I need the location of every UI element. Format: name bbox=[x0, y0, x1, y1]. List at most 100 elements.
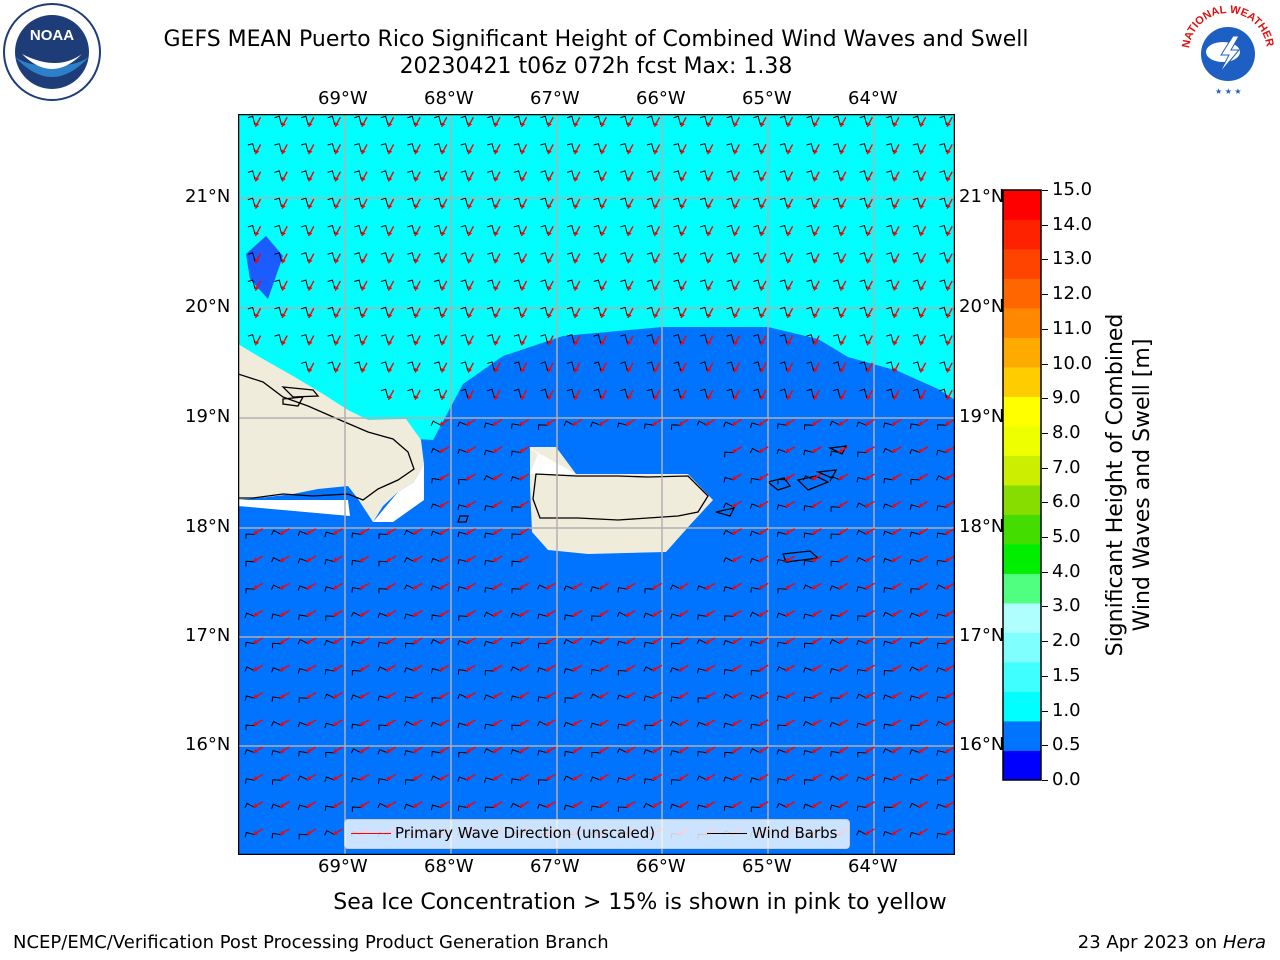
wind-barb bbox=[939, 197, 948, 208]
wind-barb bbox=[832, 197, 841, 208]
wave-arrow bbox=[811, 664, 822, 672]
wind-barb bbox=[563, 420, 575, 426]
wind-barb bbox=[723, 557, 735, 563]
wave-arrow bbox=[813, 280, 820, 291]
wave-arrow bbox=[465, 473, 476, 481]
wind-barb bbox=[433, 142, 442, 153]
wave-arrow bbox=[573, 280, 581, 291]
wave-arrow bbox=[492, 473, 503, 481]
wind-barb bbox=[749, 611, 761, 618]
wave-arrow bbox=[573, 307, 581, 319]
wave-arrow bbox=[811, 610, 822, 617]
wind-barb bbox=[300, 252, 309, 262]
wave-arrow bbox=[281, 280, 288, 291]
wind-barb bbox=[829, 668, 841, 674]
lat-label-left-16n: 16°N bbox=[185, 734, 231, 755]
wave-arrow bbox=[917, 500, 929, 508]
wind-barb bbox=[779, 197, 788, 208]
wave-arrow bbox=[467, 335, 475, 346]
wind-barb bbox=[886, 142, 894, 153]
lon-label-top-69w: 69°W bbox=[318, 88, 368, 109]
wave-arrow bbox=[492, 719, 503, 726]
wave-arrow bbox=[891, 801, 902, 808]
lon-label-top-68w: 68°W bbox=[424, 88, 474, 109]
colorbar-segment bbox=[1003, 367, 1041, 397]
wave-arrow bbox=[864, 801, 875, 808]
wave-arrow bbox=[706, 116, 714, 128]
wave-arrow bbox=[627, 362, 634, 373]
wind-barb bbox=[699, 306, 708, 317]
wave-arrow bbox=[572, 418, 583, 426]
wind-barb bbox=[753, 334, 761, 344]
wind-barb bbox=[563, 668, 575, 674]
wave-arrow bbox=[651, 801, 663, 808]
wave-arrow bbox=[440, 226, 448, 237]
wave-arrow bbox=[866, 116, 874, 128]
wave-arrow bbox=[705, 746, 716, 754]
footer-date: 23 Apr 2023 on Hera bbox=[1078, 932, 1266, 953]
wave-arrow bbox=[706, 280, 714, 291]
wind-barb bbox=[830, 533, 841, 540]
wind-barb bbox=[859, 115, 868, 126]
wind-barb bbox=[806, 115, 815, 126]
wave-arrow bbox=[919, 389, 927, 401]
sea-ice-note: Sea Ice Concentration > 15% is shown in … bbox=[333, 890, 947, 915]
wind-barb bbox=[806, 170, 815, 180]
wave-arrow bbox=[520, 335, 528, 346]
map-title: GEFS MEAN Puerto Rico Significant Height… bbox=[163, 27, 1029, 52]
wave-arrow bbox=[893, 116, 900, 128]
wind-barb bbox=[779, 279, 788, 289]
wind-barb bbox=[404, 749, 415, 756]
wind-barb bbox=[270, 529, 282, 536]
wave-arrow bbox=[412, 773, 423, 781]
wave-arrow bbox=[627, 198, 634, 210]
wave-arrow bbox=[944, 637, 955, 645]
wind-barb bbox=[510, 476, 522, 482]
wave-arrow bbox=[494, 144, 501, 155]
wave-arrow bbox=[465, 746, 476, 754]
wind-barb bbox=[407, 334, 416, 344]
wind-barb bbox=[324, 830, 336, 836]
wave-arrow bbox=[653, 226, 661, 237]
wind-barb bbox=[564, 697, 575, 703]
wave-arrow bbox=[520, 171, 528, 182]
coastal-mask-0 bbox=[373, 464, 424, 522]
wave-arrow bbox=[281, 226, 288, 237]
wave-arrow bbox=[838, 801, 849, 808]
wave-arrow bbox=[252, 719, 264, 726]
wave-arrow bbox=[917, 691, 929, 699]
wind-barb bbox=[646, 170, 655, 180]
wind-barb bbox=[909, 831, 921, 838]
wind-barb bbox=[830, 450, 841, 457]
wave-arrow bbox=[412, 582, 423, 590]
wave-arrow bbox=[439, 582, 450, 590]
wind-barb bbox=[271, 749, 282, 756]
wind-barb bbox=[407, 361, 416, 371]
wave-arrow bbox=[598, 773, 609, 781]
wind-barb bbox=[244, 641, 256, 648]
wind-barb bbox=[540, 388, 549, 399]
wind-barb bbox=[458, 615, 468, 621]
wave-arrow bbox=[545, 637, 556, 645]
wind-barb bbox=[803, 803, 814, 810]
wave-arrow bbox=[680, 335, 687, 346]
wave-arrow bbox=[387, 171, 395, 182]
wind-barb bbox=[484, 670, 495, 676]
wind-barb bbox=[776, 666, 788, 672]
wind-barb bbox=[859, 252, 868, 262]
wind-barb bbox=[749, 503, 761, 509]
wave-arrow bbox=[891, 473, 902, 481]
wave-arrow bbox=[440, 144, 448, 155]
wave-arrow bbox=[866, 144, 874, 155]
wave-arrow bbox=[412, 719, 423, 726]
wind-barb bbox=[856, 639, 867, 646]
wind-barb bbox=[536, 720, 548, 727]
wind-barb bbox=[297, 804, 309, 811]
wave-arrow bbox=[917, 555, 929, 563]
wind-barb bbox=[354, 361, 362, 371]
wave-arrow bbox=[705, 773, 716, 781]
wave-arrow bbox=[944, 446, 955, 453]
wave-arrow bbox=[917, 773, 929, 781]
wave-arrow bbox=[944, 719, 955, 726]
wave-arrow bbox=[680, 226, 687, 237]
